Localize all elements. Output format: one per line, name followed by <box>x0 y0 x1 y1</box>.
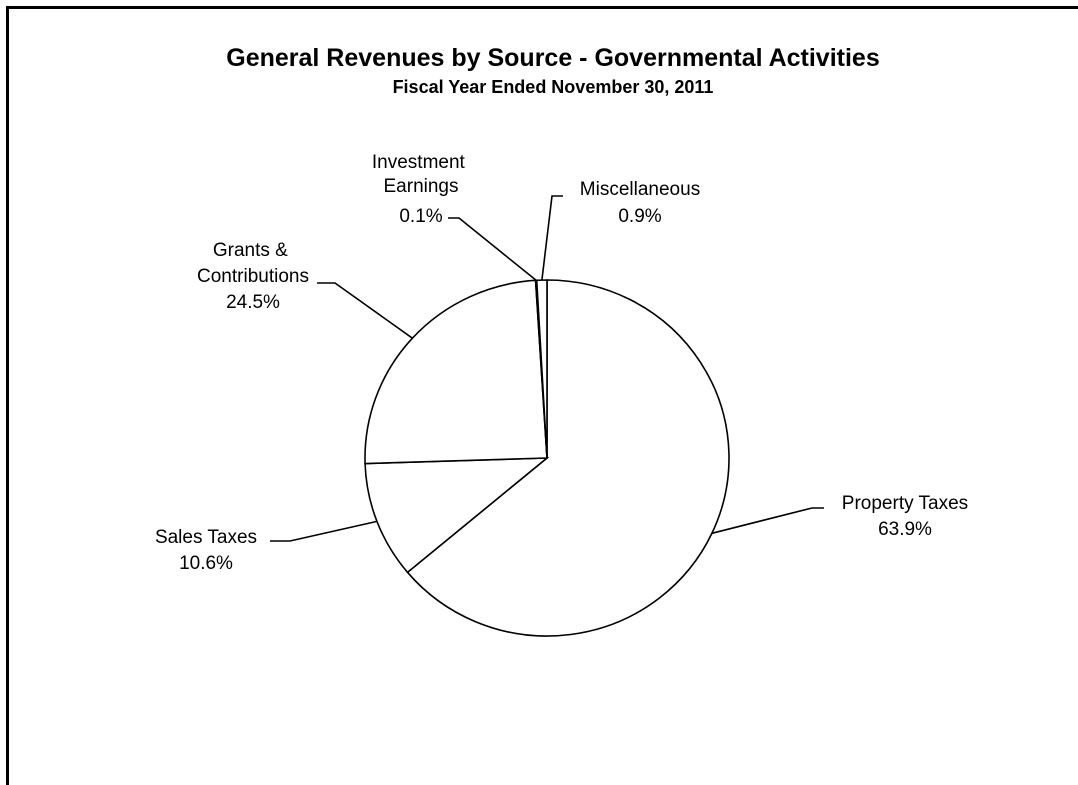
slice-percent-grants-contributions: 24.5% <box>226 292 280 313</box>
leader-line-miscellaneous <box>541 195 563 281</box>
leader-line-sales-taxes <box>270 520 378 542</box>
slice-percent-miscellaneous: 0.9% <box>618 206 661 227</box>
leader-lines <box>270 195 824 542</box>
chart-title: General Revenues by Source - Governmenta… <box>226 44 879 72</box>
pie-slice-grants-contributions <box>364 279 548 465</box>
leader-line-grants-contributions <box>317 282 413 339</box>
slice-label-sales-taxes: Sales Taxes <box>155 527 257 548</box>
slice-label-investment-earnings: Investment Earnings <box>372 152 470 197</box>
slice-label-grants-contributions: Grants & Contributions <box>197 240 309 287</box>
pie-slice-sales-taxes <box>364 457 550 574</box>
leader-line-investment-earnings <box>448 217 537 281</box>
slice-label-miscellaneous: Miscellaneous <box>580 179 700 200</box>
slice-label-property-taxes: Property Taxes <box>842 493 968 514</box>
slice-percent-investment-earnings: 0.1% <box>399 206 442 227</box>
pie-slice-property-taxes <box>406 279 730 637</box>
pie-slices <box>364 279 730 637</box>
leader-line-property-taxes <box>711 507 824 535</box>
chart-subtitle: Fiscal Year Ended November 30, 2011 <box>393 77 714 97</box>
slice-percent-sales-taxes: 10.6% <box>179 553 233 574</box>
slice-percent-property-taxes: 63.9% <box>878 519 932 540</box>
